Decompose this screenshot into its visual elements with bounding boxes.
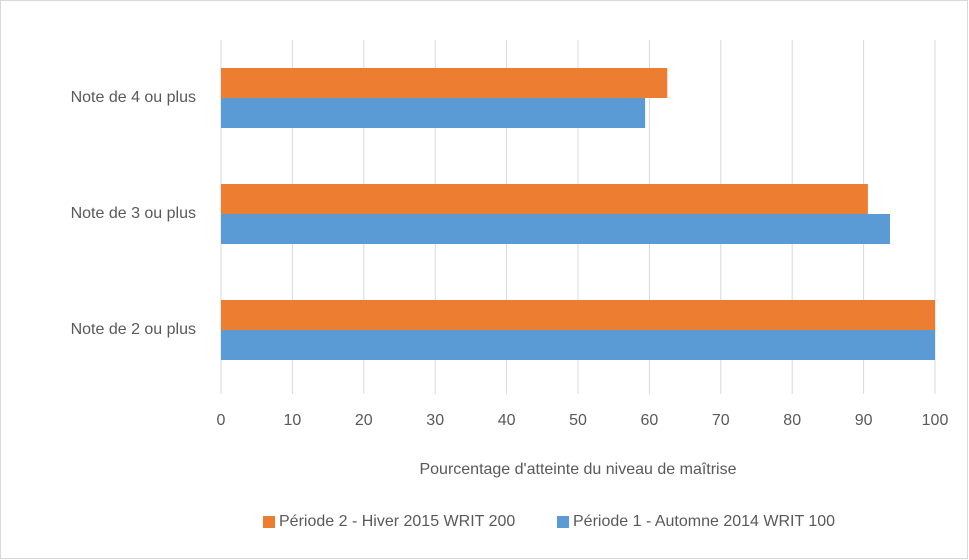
bar: [221, 184, 868, 214]
x-tick-label: 10: [284, 412, 302, 429]
legend-swatch: [263, 516, 275, 528]
x-tick-label: 60: [641, 412, 659, 429]
x-tick-label: 40: [498, 412, 516, 429]
bar: [221, 68, 668, 98]
y-tick-label: Note de 4 ou plus: [71, 89, 196, 106]
bar: [221, 300, 935, 330]
x-axis-title: Pourcentage d'atteinte du niveau de maît…: [419, 461, 736, 478]
legend-label: Période 1 - Automne 2014 WRIT 100: [573, 513, 835, 530]
x-tick-label: 30: [426, 412, 444, 429]
y-tick-label: Note de 3 ou plus: [71, 205, 196, 222]
x-tick-label: 100: [922, 412, 949, 429]
x-tick-label: 20: [355, 412, 373, 429]
bar: [221, 330, 935, 360]
x-tick-label: 90: [855, 412, 873, 429]
x-tick-label: 0: [217, 412, 226, 429]
x-tick-label: 50: [569, 412, 587, 429]
legend-label: Période 2 - Hiver 2015 WRIT 200: [279, 513, 515, 530]
x-tick-label: 80: [783, 412, 801, 429]
bar: [221, 214, 891, 244]
bar: [221, 98, 646, 128]
x-tick-label: 70: [712, 412, 730, 429]
y-tick-label: Note de 2 ou plus: [71, 321, 196, 338]
legend-swatch: [557, 516, 569, 528]
